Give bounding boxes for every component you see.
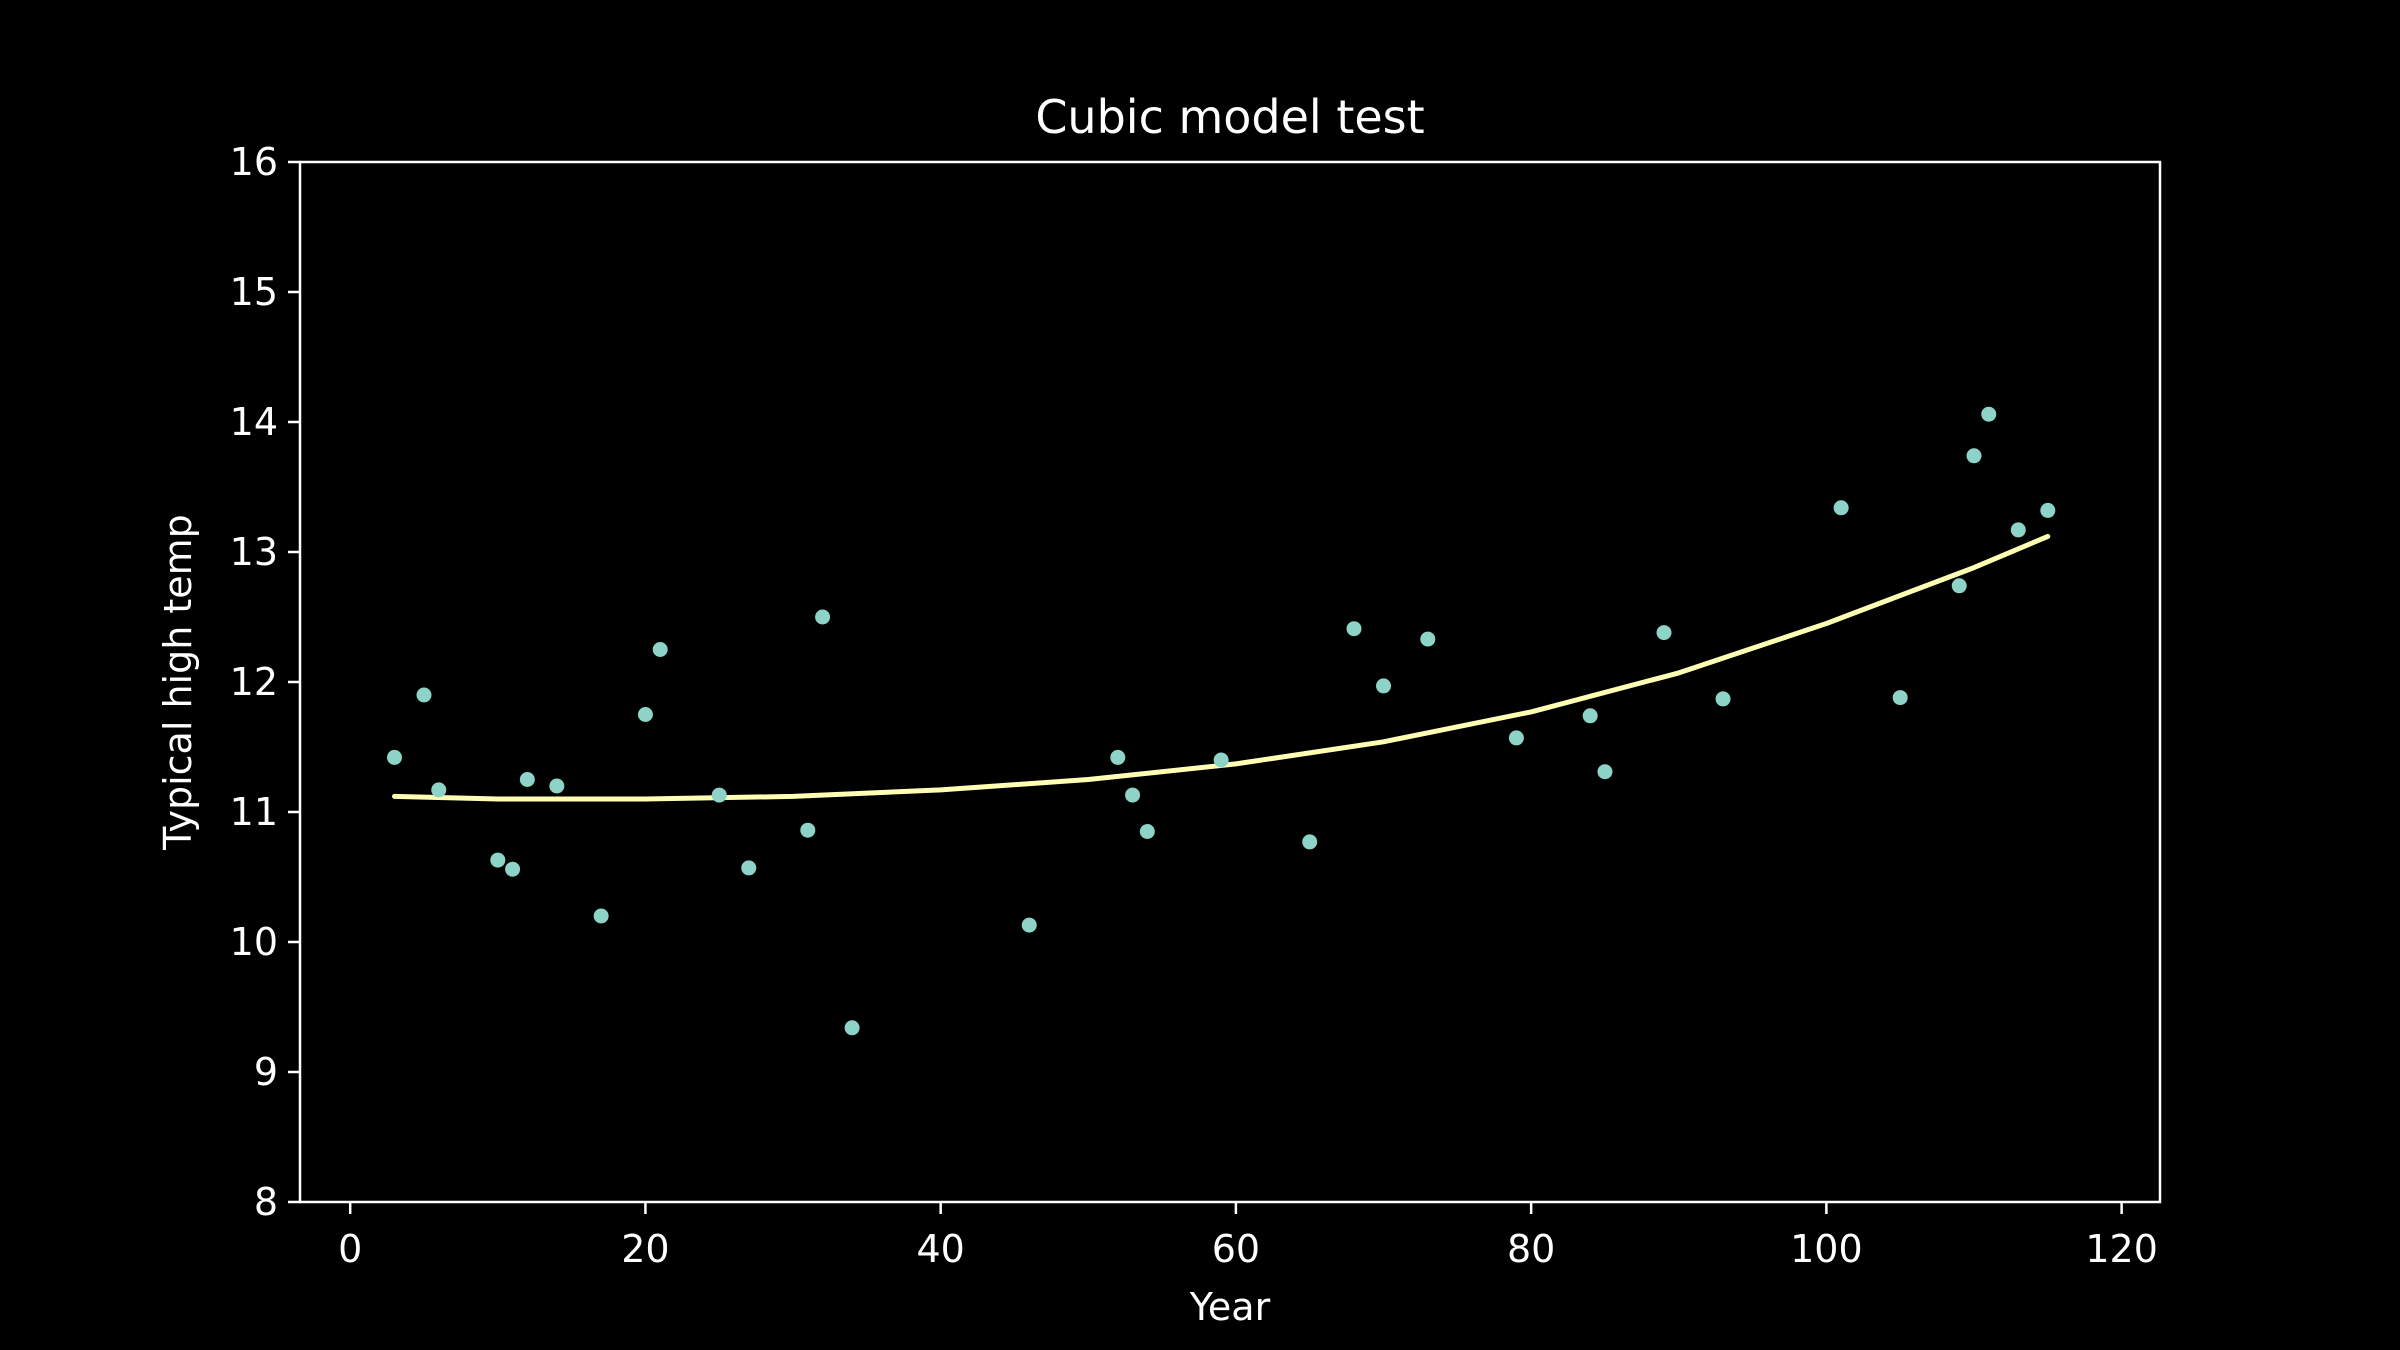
- chart-title: Cubic model test: [1035, 90, 1424, 144]
- y-tick-label: 8: [254, 1180, 278, 1224]
- cubic-fit-line: [392, 533, 2051, 802]
- data-point: [1966, 448, 1982, 464]
- data-point: [1346, 621, 1362, 637]
- axis-ticks: 0 20 40 60 80 100 120 8 9 10 11 12 13 14 15 16: [230, 140, 2158, 1271]
- y-tick-label: 9: [254, 1050, 278, 1094]
- data-point: [386, 749, 402, 765]
- data-point: [2040, 502, 2056, 518]
- data-point: [815, 609, 831, 625]
- x-tick-label: 80: [1507, 1227, 1555, 1271]
- y-tick-label: 15: [230, 270, 278, 314]
- data-point: [505, 861, 521, 877]
- data-point: [1302, 834, 1318, 850]
- data-point: [1715, 691, 1731, 707]
- data-point: [652, 642, 668, 657]
- x-tick-label: 0: [338, 1227, 362, 1271]
- x-tick-label: 60: [1212, 1227, 1260, 1271]
- y-tick-label: 16: [230, 140, 278, 184]
- data-point: [416, 687, 432, 703]
- data-point: [741, 860, 757, 876]
- data-point: [1597, 764, 1613, 780]
- y-tick-label: 10: [230, 920, 278, 964]
- y-tick-label: 13: [230, 530, 278, 574]
- plot-frame: [298, 160, 2162, 1204]
- x-tick-label: 100: [1790, 1227, 1863, 1271]
- data-point: [1213, 752, 1229, 768]
- data-point: [1376, 678, 1392, 694]
- x-axis-label: Year: [1189, 1285, 1271, 1329]
- y-tick-label: 14: [230, 400, 278, 444]
- data-point: [490, 852, 506, 868]
- fit-line-layer: [392, 533, 2051, 802]
- scatter-points: [386, 406, 2056, 1036]
- data-point: [1508, 730, 1524, 746]
- data-point: [2010, 522, 2026, 538]
- data-point: [519, 772, 535, 787]
- data-point: [1125, 787, 1141, 803]
- data-point: [711, 787, 727, 803]
- data-point: [637, 707, 653, 722]
- data-point: [431, 782, 447, 798]
- data-point: [549, 778, 565, 794]
- data-point: [844, 1020, 860, 1036]
- data-point: [1656, 625, 1672, 641]
- data-point: [1139, 824, 1155, 839]
- data-point: [1951, 578, 1967, 594]
- y-tick-label: 12: [230, 660, 278, 704]
- data-point: [1420, 631, 1436, 647]
- data-point: [1981, 406, 1997, 422]
- data-point: [593, 908, 609, 924]
- data-point: [1021, 917, 1037, 933]
- y-tick-label: 11: [230, 790, 278, 834]
- y-axis-label: Typical high temp: [156, 514, 200, 851]
- data-point: [1892, 690, 1908, 706]
- data-point: [1110, 749, 1126, 765]
- data-point: [1582, 708, 1598, 724]
- data-point: [1833, 500, 1849, 516]
- x-tick-label: 20: [621, 1227, 669, 1271]
- data-point: [800, 822, 816, 838]
- x-tick-label: 40: [916, 1227, 964, 1271]
- x-tick-label: 120: [2085, 1227, 2158, 1271]
